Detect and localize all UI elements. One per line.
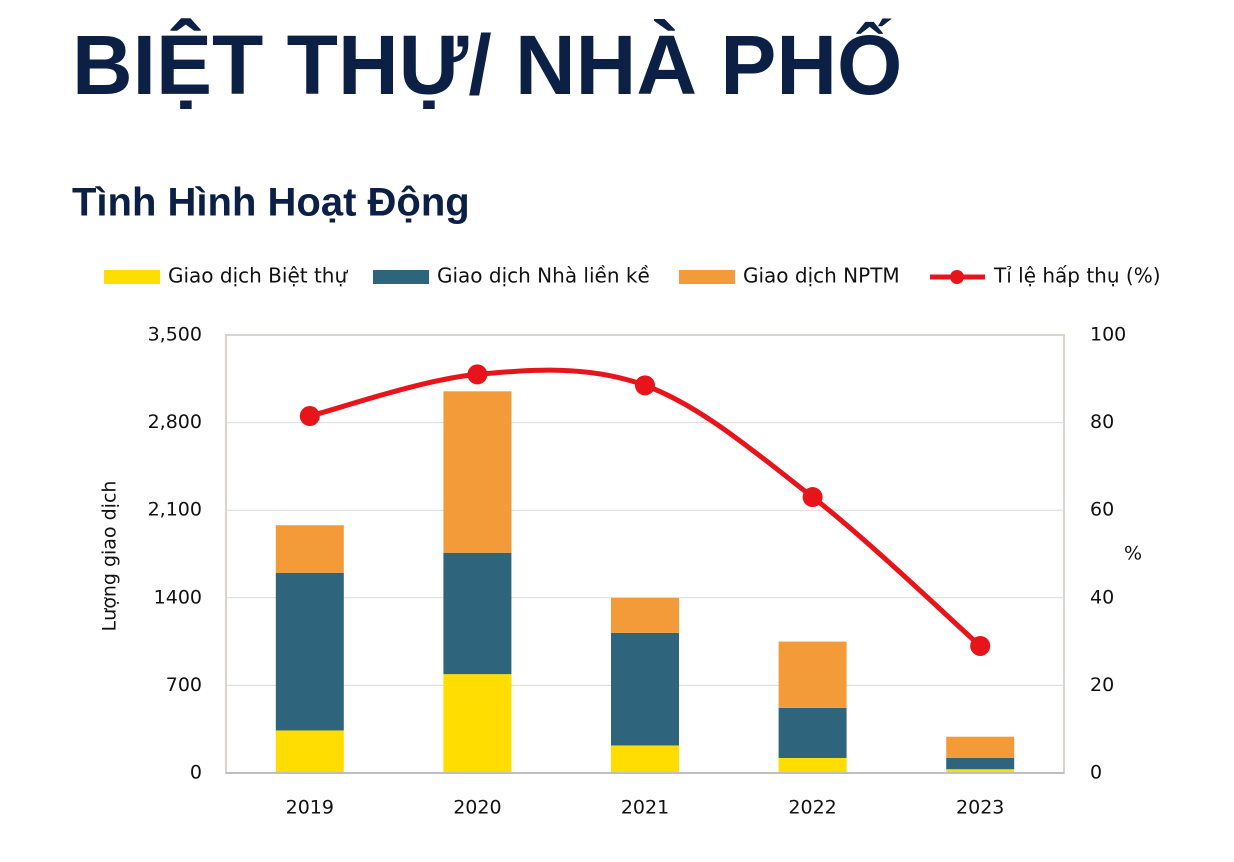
- bar-segment: [778, 707, 847, 758]
- bar-segment: [611, 745, 679, 773]
- legend-label: Tỉ lệ hấp thụ (%): [993, 264, 1161, 288]
- y2-tick-label: 80: [1090, 411, 1114, 433]
- y2-tick-label: 20: [1090, 674, 1114, 696]
- legend-swatch: [679, 270, 735, 284]
- bar-segment: [443, 391, 512, 553]
- bar-segment: [275, 730, 344, 773]
- line-point: [970, 635, 991, 656]
- bar-segment: [946, 757, 1015, 770]
- x-tick-label: 2021: [621, 797, 669, 819]
- y2-tick-label: 100: [1090, 324, 1126, 346]
- y-tick-label: 2,100: [148, 499, 202, 521]
- legend-label: Giao dịch NPTM: [743, 264, 900, 288]
- bar-segment: [275, 525, 344, 573]
- y-tick-label: 700: [166, 674, 202, 696]
- bar-segment: [778, 641, 847, 708]
- y-axis-label: Lượng giao dịch: [99, 481, 121, 632]
- line-point: [467, 364, 488, 385]
- y-tick-label: 2,800: [148, 411, 202, 433]
- x-tick-label: 2023: [956, 797, 1004, 819]
- bar-segment: [778, 757, 847, 773]
- y2-tick-label: 60: [1090, 499, 1114, 521]
- legend-label: Giao dịch Biệt thự: [168, 264, 348, 288]
- x-tick-label: 2020: [453, 797, 501, 819]
- chart-title: BIỆT THỰ/ NHÀ PHỐ: [72, 18, 902, 112]
- bar-segment: [275, 572, 344, 731]
- bar-segment: [946, 736, 1015, 758]
- legend-swatch: [104, 270, 160, 284]
- bar-segment: [443, 674, 512, 773]
- line-point: [802, 487, 823, 508]
- x-tick-label: 2019: [286, 797, 334, 819]
- y2-axis-label: %: [1124, 543, 1142, 565]
- bar-segment: [946, 769, 1015, 773]
- bar-segment: [611, 597, 679, 633]
- x-tick-label: 2022: [788, 797, 836, 819]
- chart-subtitle: Tình Hình Hoạt Động: [72, 181, 470, 225]
- y-tick-label: 0: [190, 762, 202, 784]
- y-tick-label: 3,500: [148, 324, 202, 346]
- legend-swatch: [373, 270, 429, 284]
- legend-label: Giao dịch Nhà liền kề: [437, 264, 650, 288]
- line-point: [635, 375, 655, 396]
- y2-tick-label: 0: [1090, 762, 1102, 784]
- y2-tick-label: 40: [1090, 586, 1114, 608]
- bar-segment: [611, 632, 679, 746]
- bar-segment: [443, 552, 512, 675]
- legend-dot: [950, 270, 964, 284]
- line-point: [299, 406, 320, 427]
- y-tick-label: 1400: [154, 586, 202, 608]
